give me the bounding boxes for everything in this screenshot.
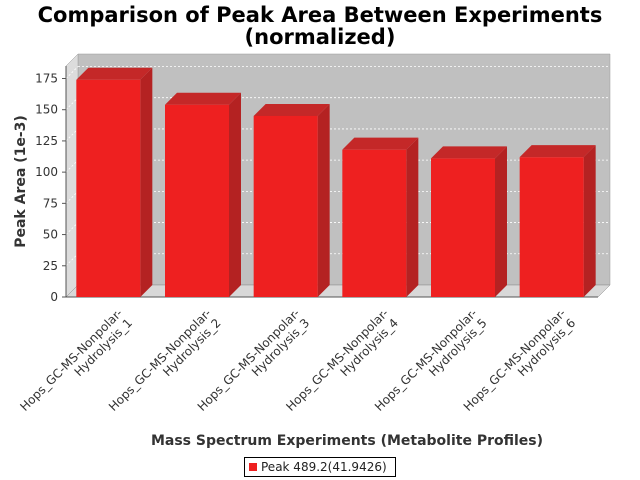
bar-top bbox=[519, 145, 596, 158]
y-gridline-side bbox=[65, 66, 79, 79]
bar bbox=[165, 104, 229, 298]
y-axis-title: Peak Area (1e-3) bbox=[13, 115, 29, 248]
bar-side bbox=[406, 137, 419, 297]
plot-left-wall bbox=[65, 53, 79, 298]
y-tick-label: 100 bbox=[35, 165, 58, 179]
y-gridline-side bbox=[65, 128, 79, 142]
bar-top bbox=[76, 67, 153, 80]
y-tick-label: 125 bbox=[35, 134, 58, 148]
bar bbox=[253, 115, 318, 297]
x-tick-label-line: Hops_GC-MS-Nonpolar- bbox=[17, 306, 125, 414]
bar-top bbox=[253, 103, 330, 116]
bar-side bbox=[317, 103, 330, 297]
legend-label: Peak 489.2(41.9426) bbox=[261, 460, 387, 474]
bar-side bbox=[495, 146, 507, 297]
chart-title-line1: Comparison of Peak Area Between Experime… bbox=[37, 3, 603, 27]
y-gridline-side bbox=[65, 253, 79, 267]
y-gridline-side bbox=[65, 191, 79, 204]
y-tick-label: 175 bbox=[35, 71, 58, 85]
bar-top bbox=[431, 146, 507, 159]
y-gridline-side bbox=[65, 97, 79, 110]
y-tick-label: 150 bbox=[35, 103, 58, 117]
y-tick-label: 75 bbox=[43, 196, 58, 210]
x-axis-title: Mass Spectrum Experiments (Metabolite Pr… bbox=[151, 433, 543, 449]
y-gridline-side bbox=[65, 159, 79, 173]
chart-title-line2: (normalized) bbox=[244, 25, 396, 49]
bar-top bbox=[342, 137, 419, 150]
legend: Peak 489.2(41.9426) bbox=[244, 457, 396, 477]
bar-side bbox=[583, 145, 596, 297]
legend-swatch bbox=[249, 463, 257, 471]
y-gridline-side bbox=[65, 222, 79, 235]
bar bbox=[76, 79, 141, 297]
bar-side bbox=[229, 92, 241, 298]
bar bbox=[431, 158, 495, 297]
bar bbox=[519, 157, 584, 297]
y-tick-label: 50 bbox=[43, 228, 58, 242]
bar-side bbox=[140, 67, 153, 297]
bar-top bbox=[165, 92, 241, 105]
y-tick-label: 0 bbox=[50, 290, 58, 304]
y-tick-label: 25 bbox=[43, 259, 58, 273]
bar bbox=[342, 149, 407, 297]
